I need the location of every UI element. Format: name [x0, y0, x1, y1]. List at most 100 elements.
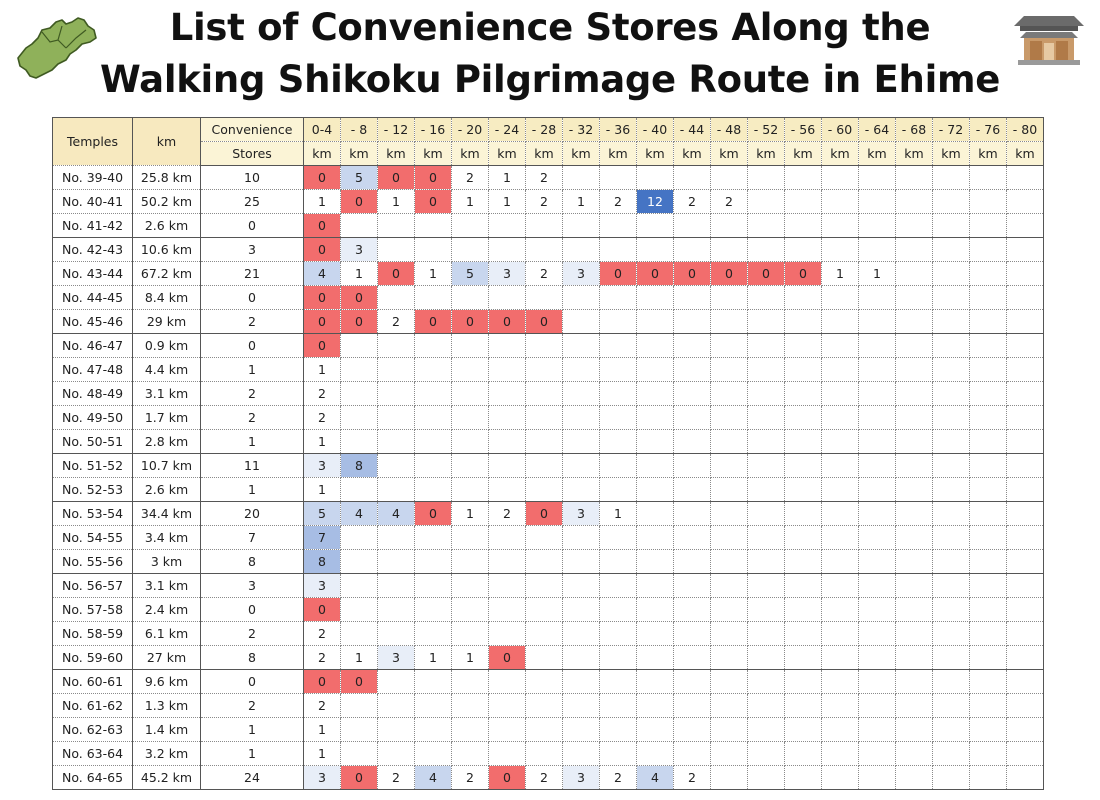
segment-cell	[784, 477, 822, 502]
segment-cell	[710, 237, 748, 262]
segment-cell: 0	[377, 261, 415, 286]
segment-cell	[969, 165, 1007, 190]
segment-cell	[784, 237, 822, 262]
segment-cell	[932, 333, 970, 358]
segment-cell	[932, 165, 970, 190]
segment-cell	[673, 213, 711, 238]
segment-cell	[858, 549, 896, 574]
segment-cell	[747, 525, 785, 550]
segment-cell	[562, 741, 600, 766]
segment-cell	[710, 501, 748, 526]
segment-cell	[821, 165, 859, 190]
store-count-cell: 10	[200, 165, 304, 190]
segment-cell	[747, 741, 785, 766]
segment-cell	[821, 237, 859, 262]
distance-cell: 3.1 km	[132, 573, 201, 598]
segment-cell	[488, 213, 526, 238]
segment-cell	[784, 741, 822, 766]
segment-cell	[525, 717, 563, 742]
segment-cell	[932, 525, 970, 550]
segment-cell	[488, 357, 526, 382]
segment-cell: 0	[451, 309, 489, 334]
segment-cell	[969, 357, 1007, 382]
header-segment-unit: km	[636, 141, 674, 166]
segment-cell	[673, 237, 711, 262]
segment-cell	[747, 621, 785, 646]
segment-cell: 8	[340, 453, 378, 478]
segment-cell	[932, 693, 970, 718]
segment-cell	[858, 237, 896, 262]
store-count-cell: 0	[200, 597, 304, 622]
segment-cell: 2	[451, 165, 489, 190]
segment-cell	[414, 573, 452, 598]
segment-cell	[377, 357, 415, 382]
segment-cell	[673, 405, 711, 430]
segment-cell: 2	[303, 381, 341, 406]
segment-cell	[599, 645, 637, 670]
header-segment: - 44	[673, 117, 711, 142]
temple-cell: No. 49-50	[52, 405, 133, 430]
segment-cell	[451, 741, 489, 766]
segment-cell	[525, 429, 563, 454]
header-segment: - 68	[895, 117, 933, 142]
segment-cell: 1	[414, 645, 452, 670]
segment-cell	[340, 405, 378, 430]
segment-cell: 1	[451, 501, 489, 526]
segment-cell	[451, 573, 489, 598]
segment-cell	[969, 573, 1007, 598]
header-segment: - 64	[858, 117, 896, 142]
segment-cell	[932, 189, 970, 214]
segment-cell	[821, 333, 859, 358]
segment-cell	[784, 765, 822, 790]
segment-cell: 1	[414, 261, 452, 286]
segment-cell	[525, 213, 563, 238]
segment-cell: 2	[303, 645, 341, 670]
segment-cell	[525, 645, 563, 670]
segment-cell	[377, 237, 415, 262]
segment-cell	[1006, 453, 1044, 478]
table-row: No. 39-40 25.8 km 10 0 5 0 0 2 1 2	[52, 165, 1044, 190]
segment-cell	[562, 549, 600, 574]
temple-cell: No. 48-49	[52, 381, 133, 406]
segment-cell	[599, 381, 637, 406]
segment-cell	[636, 453, 674, 478]
segment-cell	[747, 165, 785, 190]
segment-cell	[1006, 165, 1044, 190]
store-count-cell: 1	[200, 741, 304, 766]
segment-cell	[932, 405, 970, 430]
header-segment-unit: km	[895, 141, 933, 166]
segment-cell	[599, 165, 637, 190]
segment-cell	[562, 453, 600, 478]
table-row: No. 51-52 10.7 km 11 3 8	[52, 453, 1044, 478]
segment-cell	[1006, 309, 1044, 334]
segment-cell	[932, 621, 970, 646]
segment-cell	[525, 333, 563, 358]
segment-cell	[858, 333, 896, 358]
table-row: No. 61-62 1.3 km 2 2	[52, 693, 1044, 718]
table-row: No. 49-50 1.7 km 2 2	[52, 405, 1044, 430]
segment-cell	[784, 333, 822, 358]
segment-cell	[451, 381, 489, 406]
segment-cell	[747, 597, 785, 622]
header-segment: - 76	[969, 117, 1007, 142]
header-segment-unit: km	[562, 141, 600, 166]
segment-cell	[340, 357, 378, 382]
segment-cell	[636, 429, 674, 454]
segment-cell	[821, 765, 859, 790]
segment-cell	[895, 741, 933, 766]
segment-cell	[414, 525, 452, 550]
header-segment: - 20	[451, 117, 489, 142]
segment-cell	[599, 597, 637, 622]
segment-cell	[747, 357, 785, 382]
segment-cell	[525, 477, 563, 502]
segment-cell: 0	[303, 309, 341, 334]
segment-cell	[895, 573, 933, 598]
segment-cell	[858, 381, 896, 406]
segment-cell	[340, 741, 378, 766]
segment-cell	[414, 453, 452, 478]
segment-cell	[525, 285, 563, 310]
segment-cell	[895, 549, 933, 574]
segment-cell	[562, 645, 600, 670]
segment-cell	[340, 213, 378, 238]
segment-cell	[821, 645, 859, 670]
